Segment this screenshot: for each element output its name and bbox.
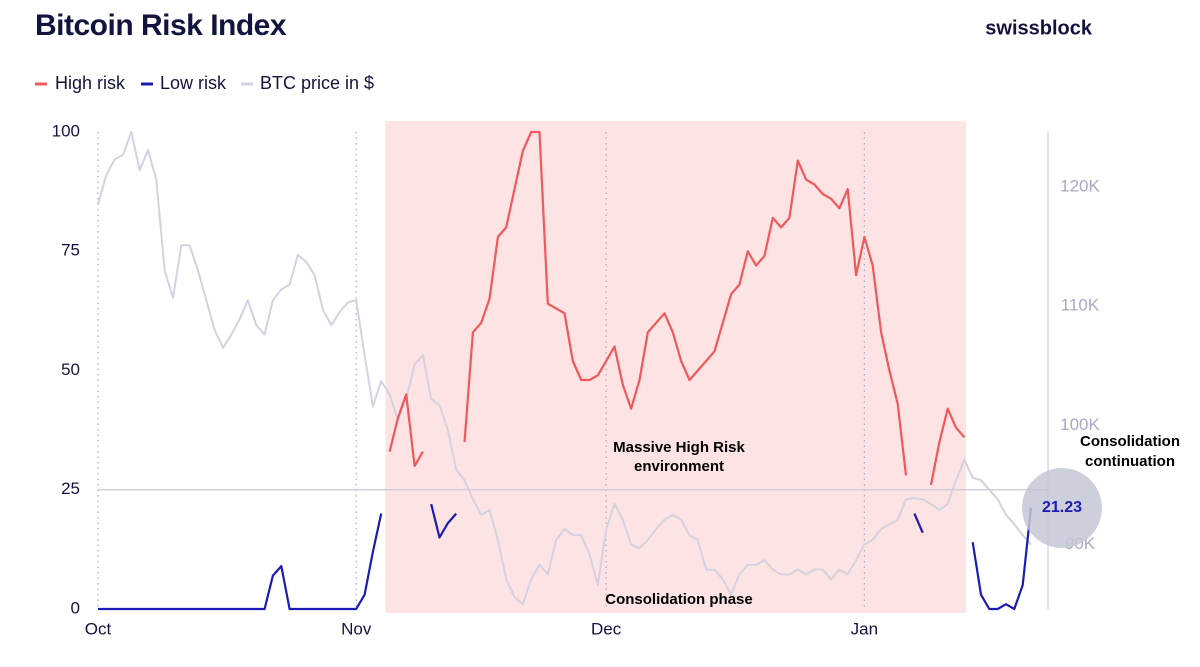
legend-label: Low risk (160, 73, 227, 93)
series-line (388, 130, 966, 486)
y-tick-label: 100 (52, 121, 80, 140)
x-tick-label: Nov (341, 619, 372, 638)
y-tick-label: 50 (61, 360, 80, 379)
y-tick-label: 0 (71, 598, 80, 617)
annotation: Consolidation phase (605, 591, 753, 608)
y-tick-label: 25 (61, 479, 80, 498)
value-label: 21.23 (1042, 499, 1082, 516)
annotation: Consolidation continuation (1080, 433, 1180, 470)
y2-tick-label: 110K (1061, 296, 1100, 315)
x-tick-label: Jan (851, 619, 878, 638)
series-line (98, 503, 1033, 611)
y2-tick-label: 100K (1060, 415, 1100, 434)
shaded-region (385, 121, 967, 613)
legend-label: High risk (55, 73, 126, 93)
x-tick-label: Dec (591, 619, 622, 638)
brand: swissblock (985, 17, 1093, 39)
chart-title: Bitcoin Risk Index (35, 9, 287, 42)
y-tick-label: 75 (61, 241, 80, 260)
series-line (97, 131, 1032, 606)
y2-tick-label: 120K (1060, 176, 1100, 195)
annotation: Massive High Risk environment (613, 439, 745, 475)
x-tick-label: Oct (85, 619, 112, 638)
legend-label: BTC price in $ (260, 73, 374, 93)
value-bubble (1022, 468, 1102, 548)
